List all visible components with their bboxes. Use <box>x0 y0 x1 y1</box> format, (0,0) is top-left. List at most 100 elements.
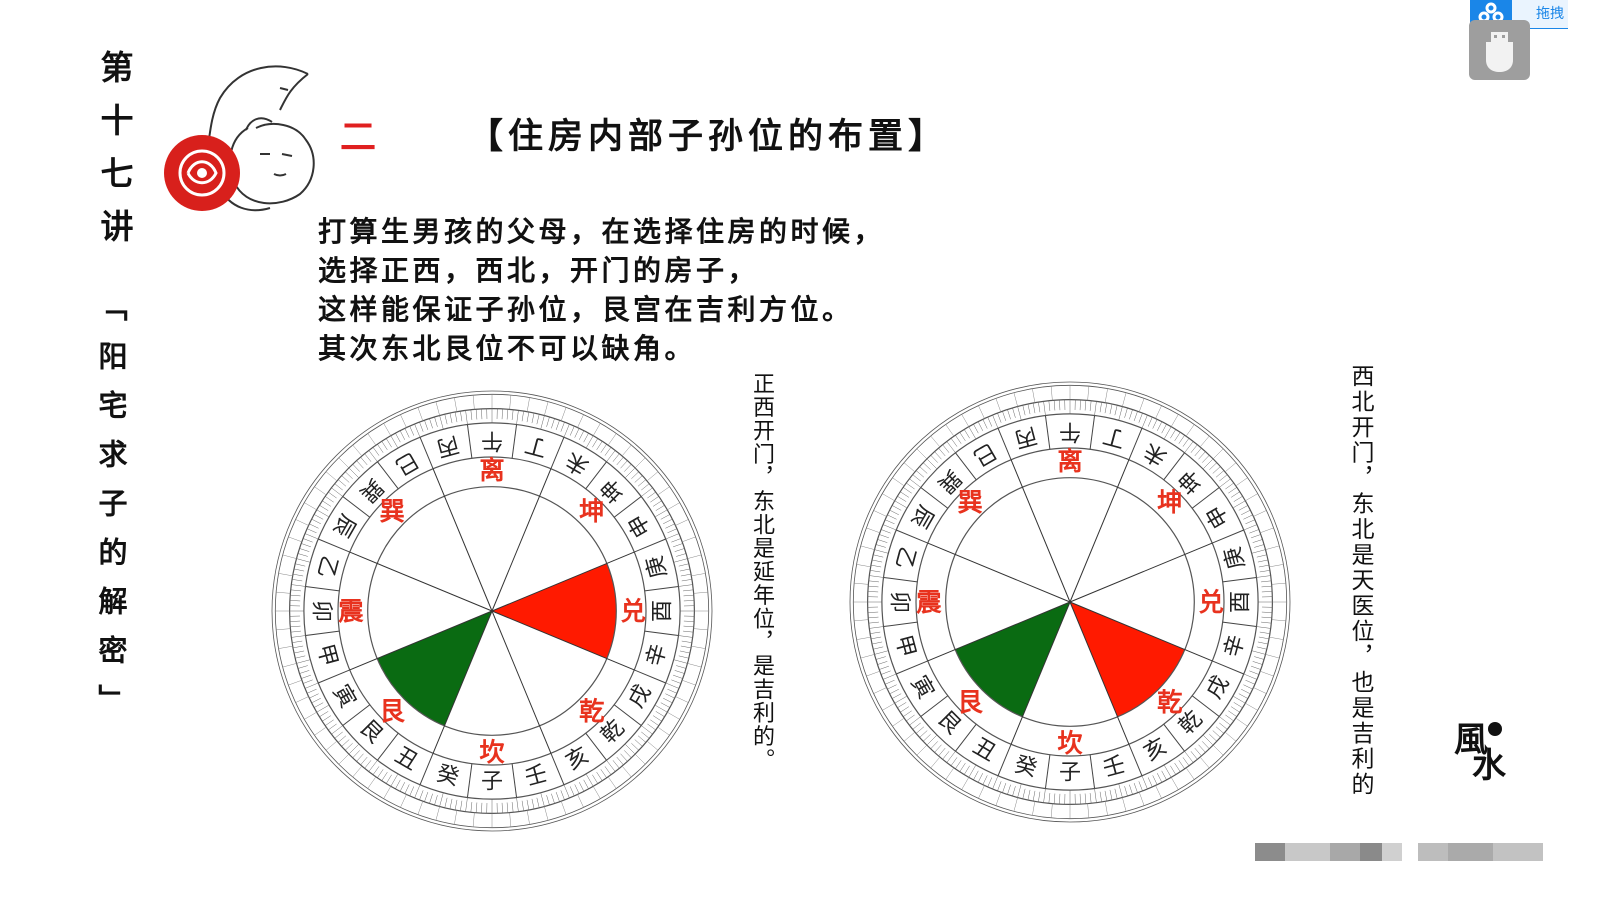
degree-tick <box>964 429 970 439</box>
degree-tick <box>475 802 478 813</box>
degree-tick <box>1002 411 1007 422</box>
degree-tick <box>652 715 662 722</box>
degree-tick <box>1079 399 1081 411</box>
degree-tick <box>938 747 946 757</box>
degree-tick <box>297 553 308 557</box>
degree-tick <box>660 514 670 520</box>
mountain-label: 子 <box>1059 761 1081 786</box>
degree-tick <box>1258 564 1270 568</box>
degree-scale-tick <box>621 444 632 457</box>
degree-tick <box>1059 793 1061 805</box>
degree-tick <box>291 635 306 638</box>
degree-scale-tick <box>526 397 530 412</box>
mountain-divider <box>920 487 949 509</box>
degree-tick <box>1007 409 1011 420</box>
degree-tick <box>673 659 688 664</box>
degree-tick <box>1198 744 1206 753</box>
degree-scale-tick <box>995 398 1002 412</box>
degree-tick <box>616 756 624 766</box>
mountain-divider <box>305 585 340 592</box>
degree-tick <box>1190 751 1198 760</box>
degree-tick <box>1251 650 1266 655</box>
degree-tick <box>460 411 463 422</box>
mountain-label: 庚 <box>1220 544 1250 572</box>
degree-tick <box>526 411 530 423</box>
degree-tick <box>381 771 388 781</box>
degree-tick <box>873 646 884 650</box>
degree-tick <box>290 625 301 628</box>
mountain-divider <box>585 461 607 490</box>
degree-scale-tick <box>1265 654 1280 659</box>
degree-scale-tick <box>417 407 424 421</box>
degree-tick <box>887 684 897 690</box>
degree-tick <box>1007 784 1011 795</box>
degree-tick <box>1079 793 1081 805</box>
degree-scale-tick <box>1138 792 1145 806</box>
degree-tick <box>678 655 689 659</box>
degree-scale-tick <box>682 536 696 543</box>
degree-tick <box>337 479 347 487</box>
usb-drive-button[interactable] <box>1469 20 1530 80</box>
degree-scale-tick <box>1104 801 1108 816</box>
degree-tick <box>977 421 984 431</box>
degree-tick <box>511 802 514 813</box>
degree-tick <box>434 416 438 427</box>
degree-tick <box>634 739 643 747</box>
degree-tick <box>1109 403 1113 415</box>
degree-scale-tick <box>278 645 293 649</box>
degree-scale-tick <box>577 414 584 428</box>
degree-tick <box>641 731 650 739</box>
degree-tick <box>569 425 575 436</box>
degree-tick <box>1225 482 1234 490</box>
degree-scale-tick <box>995 792 1002 806</box>
degree-tick <box>1232 500 1246 509</box>
degree-tick <box>634 475 643 483</box>
degree-tick <box>930 741 938 749</box>
degree-tick <box>596 441 603 451</box>
degree-tick <box>1215 470 1225 478</box>
degree-tick <box>395 779 401 789</box>
degree-tick <box>583 433 589 443</box>
degree-tick <box>449 798 453 810</box>
degree-tick <box>1243 684 1253 690</box>
degree-tick <box>1156 421 1163 431</box>
degree-tick <box>650 496 659 503</box>
degree-tick <box>1230 491 1240 498</box>
degree-tick <box>1202 455 1210 463</box>
degree-tick <box>880 529 891 534</box>
degree-tick <box>997 781 1002 792</box>
degree-tick <box>977 773 984 783</box>
mountain-divider <box>466 424 473 459</box>
degree-tick <box>1178 760 1185 769</box>
mountain-divider <box>955 723 977 752</box>
degree-tick <box>311 697 321 704</box>
mountain-label: 申 <box>1202 501 1235 533</box>
degree-tick <box>331 725 343 735</box>
degree-tick <box>620 460 628 469</box>
degree-tick <box>992 414 999 429</box>
degree-scale-tick <box>1013 797 1018 812</box>
degree-scale-tick <box>288 536 302 543</box>
degree-tick <box>654 704 668 713</box>
degree-tick <box>919 730 928 738</box>
mountain-divider <box>511 763 518 798</box>
paragraph-line: 选择正西，西北，开门的房子， <box>318 254 760 287</box>
degree-scale-tick <box>295 696 309 703</box>
degree-tick <box>1198 451 1206 460</box>
degree-tick <box>356 460 364 469</box>
paragraph-line: 其次东北艮位不可以缺角。 <box>318 332 697 365</box>
degree-tick <box>460 800 463 811</box>
degree-tick <box>683 589 694 592</box>
degree-scale-tick <box>1170 414 1179 427</box>
degree-scale-tick <box>903 462 916 473</box>
mountain-label: 庚 <box>642 553 672 581</box>
degree-tick <box>912 474 921 482</box>
degree-tick <box>973 424 979 434</box>
mountain-divider <box>377 732 399 761</box>
mountain-divider <box>466 763 473 798</box>
degree-tick <box>867 591 879 593</box>
degree-tick <box>404 428 410 438</box>
degree-tick <box>1156 773 1163 783</box>
degree-tick <box>328 491 337 499</box>
degree-tick <box>930 455 938 463</box>
